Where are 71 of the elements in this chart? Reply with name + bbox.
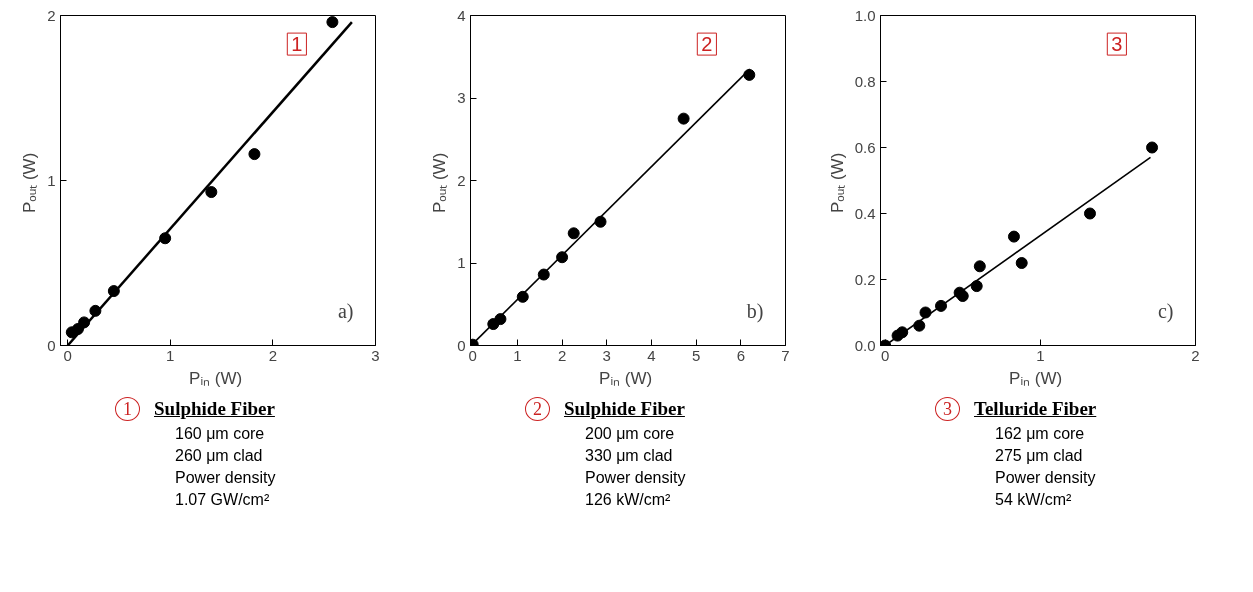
y-tick-label: 0.0 — [854, 336, 876, 354]
point — [743, 68, 756, 81]
y-tick-label: 1 — [457, 254, 466, 271]
text: Power density — [585, 467, 686, 488]
x-axis-title: Pᵢₙ (W) — [1009, 368, 1063, 388]
text: 160 μm core — [175, 423, 266, 444]
annotation: 1 — [291, 33, 303, 56]
annotation: a) — [337, 300, 354, 324]
point — [1007, 230, 1020, 243]
text: Sulphide Fiber — [154, 398, 275, 419]
point — [973, 260, 986, 273]
x-tick-label: 4 — [647, 346, 656, 364]
y-tick-label: 0.8 — [854, 72, 876, 90]
text: Sulphide Fiber — [564, 398, 685, 419]
text: Power density — [175, 467, 276, 488]
text: 260 μm clad — [175, 445, 264, 466]
y-axis-title: Pₒᵤₜ (W) — [20, 152, 40, 214]
x-tick-label: 1 — [513, 346, 522, 364]
annotation: c) — [1157, 300, 1174, 324]
x-tick-label: 2 — [1191, 346, 1200, 364]
point — [970, 280, 983, 293]
x-tick-label: 3 — [602, 346, 611, 364]
x-tick-label: 0 — [880, 346, 890, 364]
text: 2 — [525, 397, 550, 421]
x-tick-label: 1 — [166, 346, 175, 364]
y-tick-label: 3 — [457, 89, 466, 106]
point — [1146, 141, 1159, 154]
x-axis-title: Pᵢₙ (W) — [189, 368, 243, 388]
x-tick-label: 1 — [1036, 346, 1045, 364]
annotation: b) — [746, 300, 764, 324]
y-tick-label: 1.0 — [854, 6, 876, 24]
text: Telluride Fiber — [974, 398, 1097, 419]
x-axis-title: Pᵢₙ (W) — [599, 368, 653, 388]
annotation: 2 — [701, 33, 713, 56]
x-tick-label: 2 — [268, 346, 278, 364]
point — [567, 227, 580, 240]
x-tick-label: 5 — [691, 346, 701, 364]
x-tick-label: 6 — [736, 346, 745, 364]
y-tick-label: 4 — [457, 6, 466, 24]
text: 162 μm core — [995, 423, 1086, 444]
text: 1.07 GW/cm² — [175, 489, 271, 510]
text: 330 μm clad — [585, 445, 674, 466]
point — [677, 112, 690, 125]
text: 54 kW/cm² — [995, 489, 1073, 510]
x-tick-label: 0 — [63, 346, 72, 364]
x-tick-label: 2 — [557, 346, 567, 364]
y-tick-label: 0.2 — [854, 270, 876, 288]
point — [956, 290, 969, 302]
point — [205, 186, 218, 199]
y-tick-label: 0.4 — [854, 204, 876, 222]
x-tick-label: 3 — [371, 346, 380, 364]
y-tick-label: 0.6 — [854, 138, 876, 156]
text: 275 μm clad — [995, 445, 1084, 466]
text: Power density — [995, 467, 1097, 488]
text: 200 μm core — [585, 423, 676, 444]
point — [1083, 207, 1096, 220]
y-tick-label: 2 — [47, 6, 56, 24]
text: 3 — [935, 397, 960, 421]
text: 1 — [115, 397, 140, 421]
x-tick-label: 0 — [468, 346, 477, 364]
point — [326, 16, 339, 29]
y-axis-title: Pₒᵤₜ (W) — [827, 152, 847, 214]
text: 126 kW/cm² — [585, 489, 672, 510]
point — [594, 215, 607, 228]
annotation: 3 — [1111, 33, 1123, 56]
y-axis-title: Pₒᵤₜ (W) — [430, 152, 450, 214]
point — [248, 148, 261, 161]
point — [1015, 257, 1028, 269]
x-tick-label: 7 — [781, 346, 790, 364]
y-tick-label: 2 — [457, 171, 466, 189]
y-tick-label: 1 — [47, 171, 56, 189]
